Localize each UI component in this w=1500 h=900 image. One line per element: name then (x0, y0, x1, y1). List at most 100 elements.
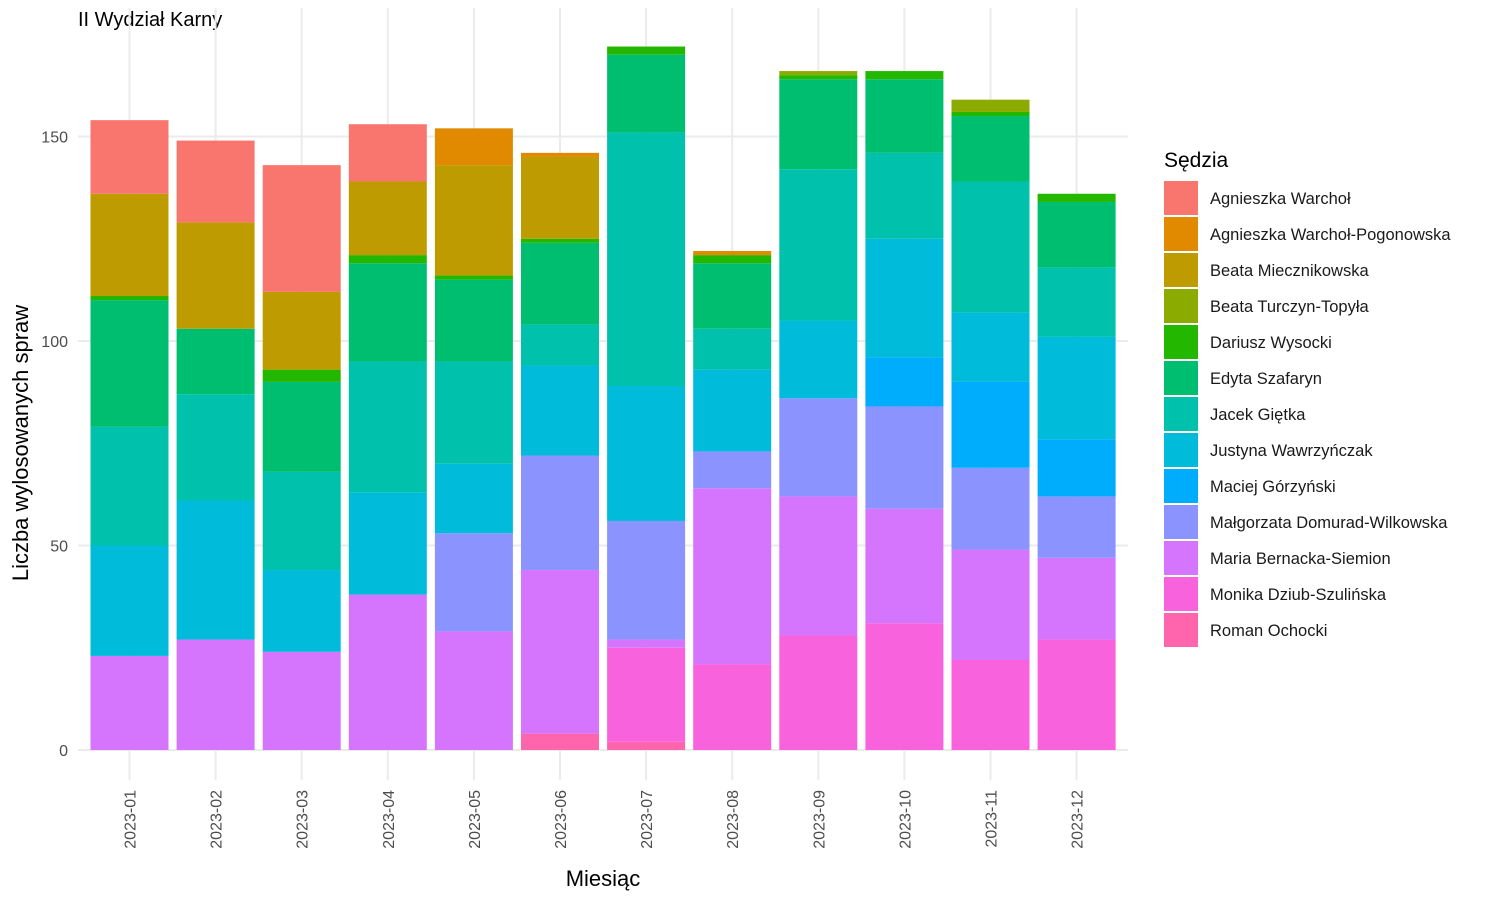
legend-label: Maciej Górzyński (1210, 478, 1336, 496)
x-tick-label: 2023-01 (123, 790, 140, 849)
legend-label: Monika Dziub-Szulińska (1210, 586, 1387, 604)
legend-label: Beata Miecznikowska (1210, 262, 1369, 280)
bar-segment (521, 455, 599, 571)
legend-swatch (1164, 433, 1198, 467)
bar-segment (262, 291, 341, 370)
bar-segment (607, 385, 686, 521)
bar-segment (1037, 267, 1116, 337)
y-axis-ticks: 0 50 100 150 (41, 130, 68, 761)
legend-swatch (1164, 181, 1198, 215)
bar-segment (951, 467, 1030, 550)
bar-segment (90, 193, 169, 297)
y-tick-label: 0 (59, 743, 68, 760)
legend-label: Małgorzata Domurad-Wilkowska (1210, 514, 1448, 532)
bar-segment (521, 570, 599, 734)
bar-segment (521, 242, 599, 325)
bar-segment (607, 54, 686, 133)
legend-swatch (1164, 577, 1198, 611)
bar-segment (348, 361, 427, 493)
bar-segment (176, 140, 255, 223)
y-tick-label: 50 (50, 539, 68, 556)
bar-segment (90, 296, 169, 301)
bar-segment (951, 111, 1030, 117)
bar-segment (693, 251, 772, 256)
bar-segment (779, 71, 858, 76)
bar-segment (607, 639, 686, 648)
bar-segment (521, 365, 599, 456)
legend-label: Edyta Szafaryn (1210, 370, 1322, 388)
bar-segment (434, 165, 513, 276)
bar-segment (521, 733, 599, 750)
legend-swatch (1164, 325, 1198, 359)
bar-segment (348, 181, 427, 256)
legend-label: Justyna Wawrzyńczak (1210, 442, 1373, 460)
bar-segment (1037, 336, 1116, 440)
legend-swatch (1164, 289, 1198, 323)
legend-label: Agnieszka Warchoł-Pogonowska (1210, 226, 1451, 244)
legend-swatch (1164, 397, 1198, 431)
bar-segment (262, 651, 341, 750)
x-tick-label: 2023-02 (209, 790, 226, 849)
x-tick-label: 2023-12 (1070, 790, 1087, 849)
bar-segment (262, 471, 341, 571)
bar-segment (607, 741, 686, 750)
legend-items: Agnieszka Warchoł Agnieszka Warchoł-Pogon… (1164, 181, 1451, 647)
bar-segment (90, 655, 169, 750)
x-axis-title: Miesiąc (566, 866, 641, 891)
bar-segment (348, 124, 427, 182)
bar-segment (90, 545, 169, 656)
bar-segment (176, 639, 255, 750)
legend-title: Sędzia (1164, 149, 1229, 172)
bar-segment (262, 381, 341, 472)
chart-title: II Wydział Karny (78, 9, 222, 31)
bar-segment (779, 169, 858, 321)
bar-segment (348, 263, 427, 362)
bar-segment (176, 328, 255, 395)
bar-segment (176, 394, 255, 501)
bar-segment (434, 275, 513, 280)
legend-swatch (1164, 217, 1198, 251)
bar-segment (779, 398, 858, 497)
bar-segment (865, 152, 944, 239)
bar-segment (607, 132, 686, 386)
bar-segment (434, 128, 513, 166)
bar-segment (607, 46, 686, 55)
bar-segment (693, 451, 772, 489)
legend-swatch (1164, 469, 1198, 503)
bar-segment (779, 75, 858, 80)
bar-segment (779, 635, 858, 750)
x-tick-label: 2023-10 (897, 790, 914, 849)
bar-segment (693, 255, 772, 264)
bar-segment (865, 623, 944, 750)
legend-swatch (1164, 613, 1198, 647)
bar-segment (693, 328, 772, 370)
bar-segment (693, 488, 772, 665)
bar-segment (262, 369, 341, 382)
bar-segment (1037, 557, 1116, 640)
bar-segment (951, 660, 1030, 750)
bar-segment (348, 492, 427, 595)
bar-segment (348, 594, 427, 750)
bar-segment (434, 361, 513, 464)
x-tick-label: 2023-03 (295, 790, 312, 849)
bar-segment (951, 181, 1030, 313)
bar-segment (865, 238, 944, 358)
bar-segment (262, 165, 341, 292)
bar-segment (693, 263, 772, 329)
legend-label: Dariusz Wysocki (1210, 334, 1332, 352)
x-tick-label: 2023-04 (381, 790, 398, 849)
bar-segment (521, 238, 599, 243)
bar-segment (951, 99, 1030, 112)
bar-segment (521, 152, 599, 157)
bar-segment (1037, 201, 1116, 268)
bar-segment (951, 116, 1030, 182)
x-tick-label: 2023-06 (553, 790, 570, 849)
bar-segment (348, 255, 427, 264)
y-axis-title: Liczba wylosowanych spraw (8, 305, 33, 581)
bar-segment (951, 549, 1030, 661)
bar-segment (865, 406, 944, 509)
bar-segment (865, 508, 944, 624)
x-tick-label: 2023-07 (639, 790, 656, 849)
